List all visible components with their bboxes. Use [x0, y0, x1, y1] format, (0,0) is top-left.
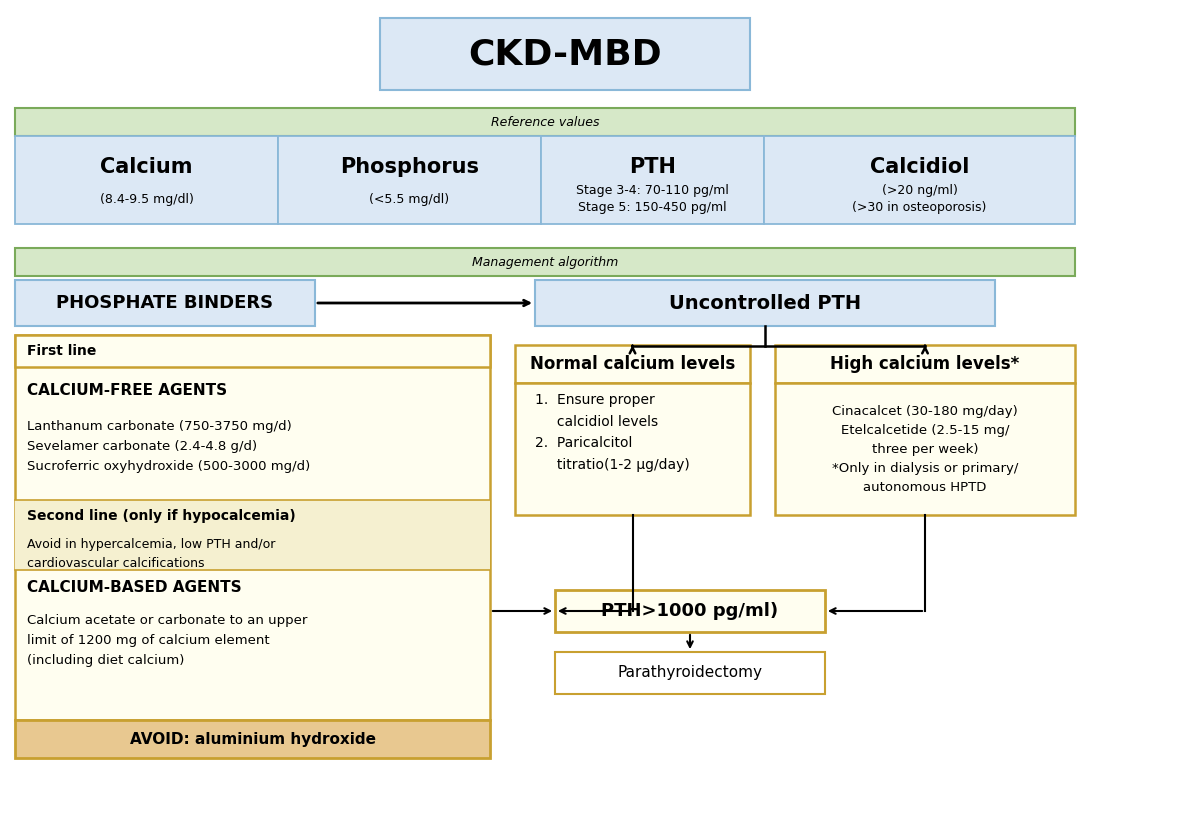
FancyBboxPatch shape	[278, 136, 541, 224]
FancyBboxPatch shape	[14, 500, 490, 570]
Text: High calcium levels*: High calcium levels*	[830, 355, 1020, 373]
Text: Cinacalcet (30-180 mg/day)
Etelcalcetide (2.5-15 mg/
three per week)
*Only in di: Cinacalcet (30-180 mg/day) Etelcalcetide…	[832, 405, 1018, 493]
FancyBboxPatch shape	[775, 345, 1075, 383]
FancyBboxPatch shape	[14, 720, 490, 758]
Text: Phosphorus: Phosphorus	[340, 157, 479, 177]
Text: (>20 ng/ml)
(>30 in osteoporosis): (>20 ng/ml) (>30 in osteoporosis)	[852, 185, 986, 214]
Text: PHOSPHATE BINDERS: PHOSPHATE BINDERS	[56, 294, 274, 312]
FancyBboxPatch shape	[535, 280, 995, 326]
Text: 1.  Ensure proper
     calcidiol levels
2.  Paricalcitol
     titratio(1-2 μg/da: 1. Ensure proper calcidiol levels 2. Par…	[535, 393, 690, 472]
Text: Reference values: Reference values	[491, 116, 599, 129]
Text: Management algorithm: Management algorithm	[472, 255, 618, 268]
FancyBboxPatch shape	[14, 248, 1075, 276]
FancyBboxPatch shape	[515, 383, 750, 515]
Text: CALCIUM-FREE AGENTS: CALCIUM-FREE AGENTS	[28, 383, 227, 397]
Text: Stage 3-4: 70-110 pg/ml
Stage 5: 150-450 pg/ml: Stage 3-4: 70-110 pg/ml Stage 5: 150-450…	[576, 185, 728, 214]
FancyBboxPatch shape	[14, 280, 314, 326]
FancyBboxPatch shape	[14, 335, 490, 720]
Text: Avoid in hypercalcemia, low PTH and/or
cardiovascular calcifications: Avoid in hypercalcemia, low PTH and/or c…	[28, 538, 275, 570]
Text: (<5.5 mg/dl): (<5.5 mg/dl)	[370, 193, 450, 206]
Text: Second line (only if hypocalcemia): Second line (only if hypocalcemia)	[28, 509, 295, 523]
Text: Calcium: Calcium	[101, 157, 193, 177]
Text: First line: First line	[28, 344, 96, 358]
FancyBboxPatch shape	[380, 18, 750, 90]
Text: AVOID: aluminium hydroxide: AVOID: aluminium hydroxide	[130, 732, 376, 746]
FancyBboxPatch shape	[14, 136, 278, 224]
Text: Lanthanum carbonate (750-3750 mg/d)
Sevelamer carbonate (2.4-4.8 g/d)
Sucroferri: Lanthanum carbonate (750-3750 mg/d) Seve…	[28, 420, 311, 473]
FancyBboxPatch shape	[541, 136, 764, 224]
FancyBboxPatch shape	[554, 590, 826, 632]
Text: Calcidiol: Calcidiol	[870, 157, 970, 177]
FancyBboxPatch shape	[515, 345, 750, 383]
Text: Parathyroidectomy: Parathyroidectomy	[618, 666, 762, 681]
Text: PTH: PTH	[629, 157, 676, 177]
Text: CALCIUM-BASED AGENTS: CALCIUM-BASED AGENTS	[28, 580, 241, 595]
FancyBboxPatch shape	[14, 335, 490, 367]
Text: CKD-MBD: CKD-MBD	[468, 37, 662, 71]
FancyBboxPatch shape	[554, 652, 826, 694]
FancyBboxPatch shape	[775, 383, 1075, 515]
Text: Calcium acetate or carbonate to an upper
limit of 1200 mg of calcium element
(in: Calcium acetate or carbonate to an upper…	[28, 614, 307, 667]
Text: PTH>1000 pg/ml): PTH>1000 pg/ml)	[601, 602, 779, 620]
Text: (8.4-9.5 mg/dl): (8.4-9.5 mg/dl)	[100, 193, 193, 206]
Text: Normal calcium levels: Normal calcium levels	[530, 355, 736, 373]
FancyBboxPatch shape	[14, 108, 1075, 136]
FancyBboxPatch shape	[764, 136, 1075, 224]
Text: Uncontrolled PTH: Uncontrolled PTH	[668, 293, 862, 313]
